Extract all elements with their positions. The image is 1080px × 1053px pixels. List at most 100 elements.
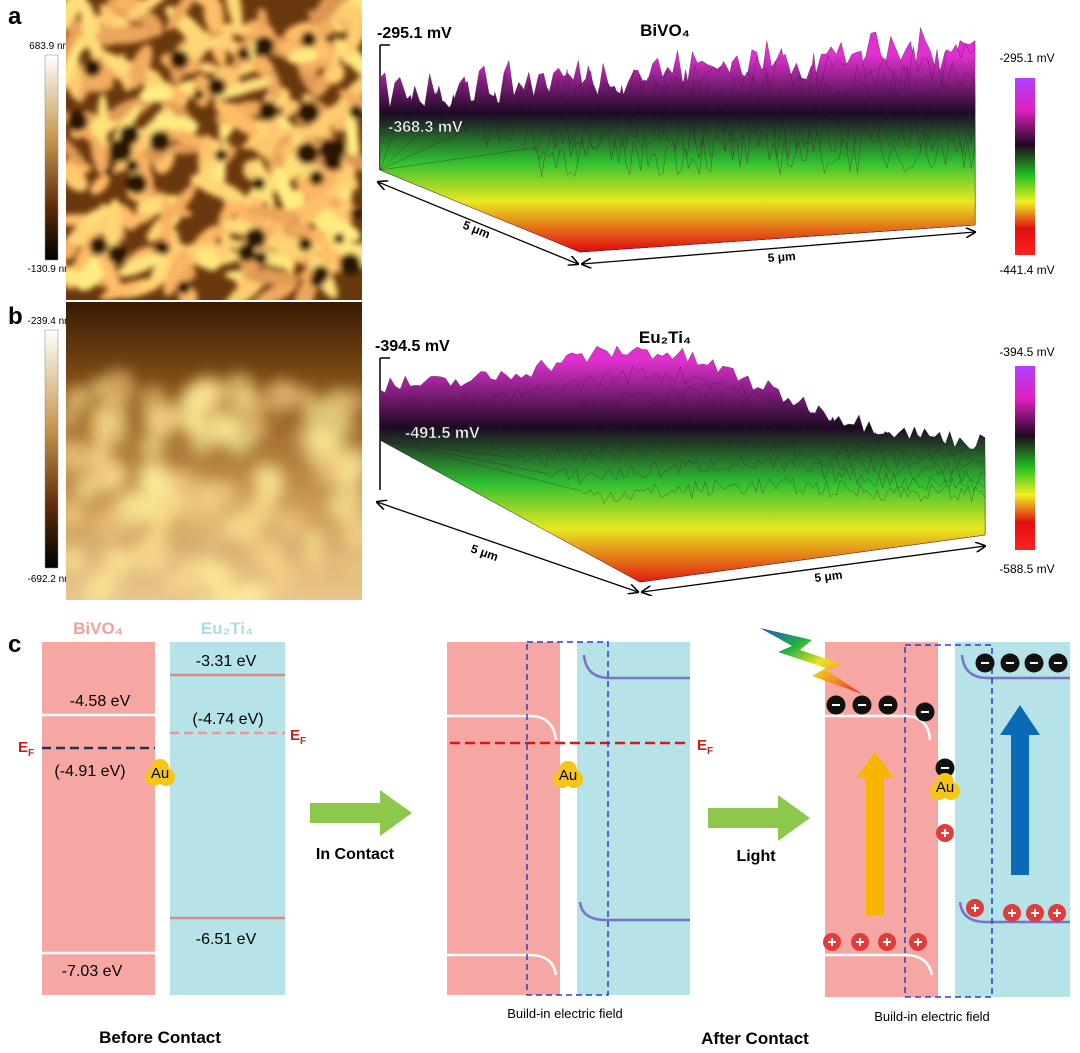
scale-max: -295.1 mV [999, 51, 1054, 65]
grain [66, 502, 84, 525]
grain [66, 0, 88, 39]
grain [197, 62, 220, 74]
grain [203, 532, 225, 554]
pit [193, 89, 204, 101]
grain [272, 563, 297, 588]
kpfm-surface [379, 345, 986, 583]
pit [309, 170, 325, 186]
fermi-label: EF [697, 737, 713, 757]
pit [325, 33, 336, 43]
pit [296, 142, 319, 165]
panel-label: a [8, 3, 22, 30]
pit [245, 227, 267, 249]
grain [223, 0, 243, 31]
kpfm-title: BiVO₄ [640, 21, 690, 40]
axis-label: 5 μm [814, 568, 844, 585]
grain [100, 281, 143, 300]
pit [339, 253, 362, 276]
energy-label: (-4.91 eV) [54, 763, 125, 780]
grain [126, 190, 151, 203]
colorbar [44, 329, 59, 569]
pit [207, 77, 227, 97]
grain [174, 557, 210, 593]
colorbar [44, 54, 59, 261]
pit [333, 233, 345, 244]
hole-transfer-arrow [856, 752, 894, 915]
grain [242, 269, 300, 286]
z-mid-label: -368.3 mV [388, 119, 463, 136]
grain [66, 547, 86, 574]
fermi-label: E [18, 739, 28, 756]
afm-texture [66, 0, 362, 300]
grain [117, 252, 165, 277]
au-particle: Au [930, 773, 960, 800]
z-top-label: -295.1 mV [377, 25, 452, 42]
grain [338, 89, 362, 112]
grain [128, 44, 153, 90]
grain [139, 85, 174, 103]
grain [103, 52, 128, 74]
field-region [904, 644, 993, 998]
grain [239, 523, 263, 547]
colorbar [1015, 78, 1035, 255]
material-label: BiVO₄ [73, 619, 123, 638]
grain [66, 406, 80, 431]
grain [165, 0, 202, 32]
grain [195, 247, 221, 271]
grain [306, 210, 361, 241]
grain [131, 536, 162, 567]
grain [66, 36, 84, 89]
grain [94, 25, 158, 45]
energy-label: -3.31 eV [196, 653, 257, 670]
pit [119, 124, 140, 146]
grain [203, 0, 224, 34]
grain [173, 392, 208, 427]
grain [190, 174, 247, 203]
grain [113, 130, 156, 174]
grain [246, 205, 300, 221]
energy-label: (-4.74 eV) [192, 711, 263, 728]
band-bending [958, 901, 1070, 924]
band-bending [825, 714, 932, 741]
grain [66, 166, 88, 192]
axis-label: 5 μm [767, 249, 796, 265]
grain [278, 125, 333, 137]
light-bolt [760, 628, 862, 694]
grain [141, 11, 164, 37]
grain [273, 379, 299, 405]
pit [258, 101, 279, 121]
fermi-label: E [697, 737, 707, 754]
au-lobe [559, 761, 577, 779]
band-bending [582, 654, 690, 680]
colorbar [1015, 366, 1035, 550]
z-top-label: -394.5 mV [375, 338, 450, 355]
caption: Before Contact [99, 1028, 221, 1047]
grain [167, 495, 192, 520]
band-bending [825, 953, 934, 976]
fermi-label: E [290, 727, 300, 744]
pit [169, 49, 189, 70]
grain [332, 445, 362, 482]
grain [328, 235, 362, 272]
grain [158, 126, 213, 148]
pit [237, 47, 250, 60]
pit [254, 35, 275, 56]
pit [237, 243, 256, 262]
grain [103, 198, 122, 260]
axis [642, 546, 985, 592]
pit [300, 31, 317, 48]
scale-min: -130.9 nm [27, 264, 72, 275]
grain [265, 68, 282, 102]
eu2ti4-block [577, 642, 690, 995]
grain [76, 265, 104, 291]
pit [66, 110, 88, 132]
scale-max: -394.5 mV [999, 345, 1054, 359]
grain [345, 107, 359, 157]
grain [220, 201, 247, 219]
grain [217, 22, 234, 53]
grain [90, 175, 110, 195]
pit [350, 207, 362, 220]
band-bending [578, 901, 690, 922]
grain [66, 15, 78, 62]
